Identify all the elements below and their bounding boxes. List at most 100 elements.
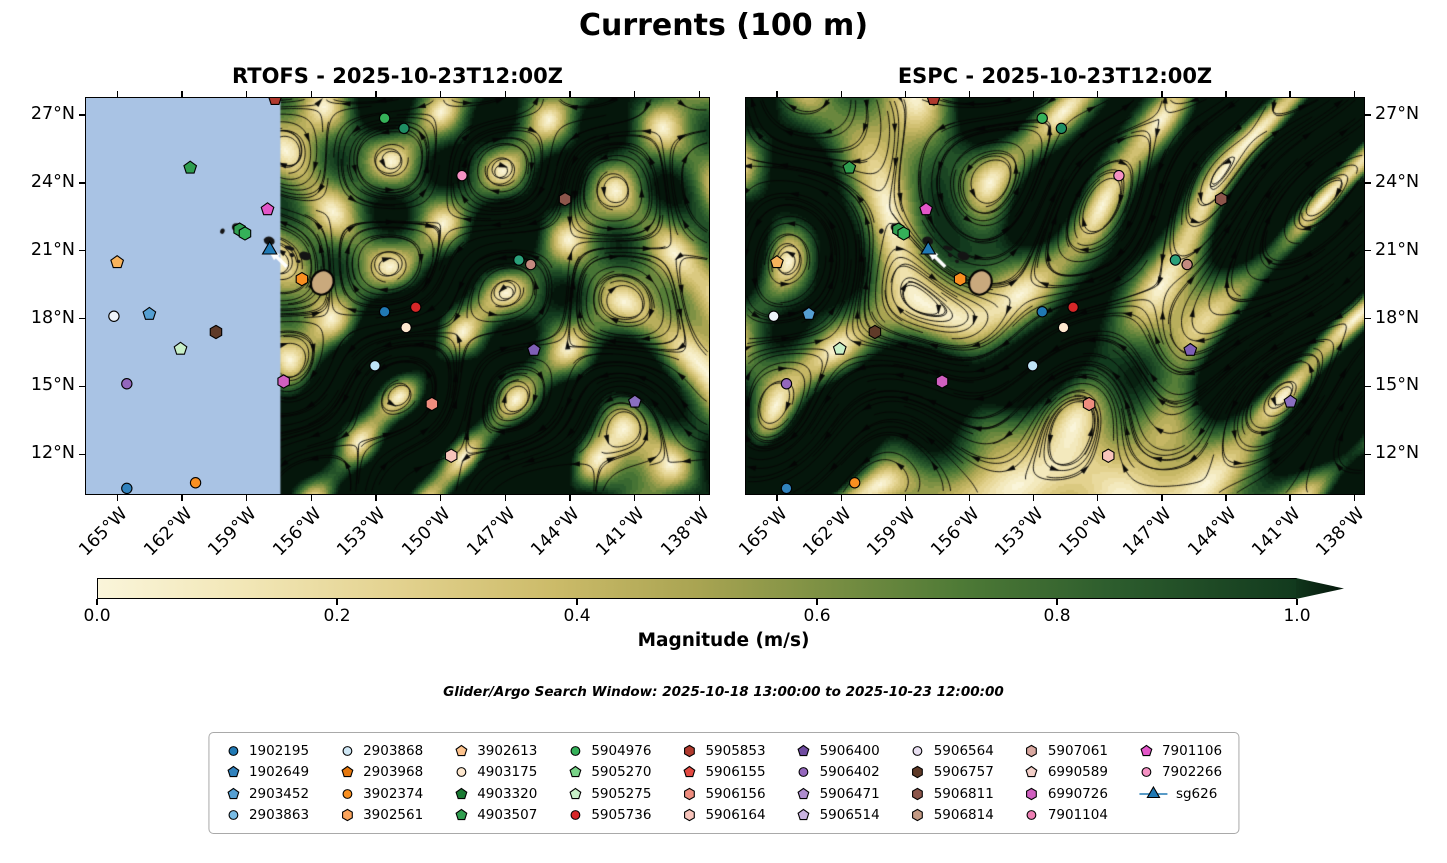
float-marker-icon — [569, 765, 582, 778]
float-marker-icon — [341, 809, 353, 822]
float-marker-icon — [1026, 744, 1038, 757]
lon-tick-label-text: 147°W — [1119, 504, 1177, 561]
colorbar-tick — [1056, 599, 1058, 605]
legend-label: 4903175 — [477, 764, 538, 781]
lon-tick-label-text: 150°W — [398, 504, 455, 561]
float-marker-icon — [797, 808, 810, 821]
legend-label: 6990726 — [1047, 785, 1108, 802]
legend-entry: 5906164 — [681, 805, 766, 827]
float-marker — [569, 787, 582, 799]
lat-tick-label: 18°N — [1375, 307, 1420, 328]
legend-label: 2903968 — [363, 764, 424, 781]
lon-tick-label-text: 165°W — [75, 504, 132, 561]
float-marker — [798, 767, 809, 778]
rtofs-panel-title: RTOFS - 2025-10-23T12:00Z — [232, 64, 563, 88]
lon-tick — [439, 495, 442, 501]
lon-tick-top — [504, 91, 506, 97]
legend-entry: 2903863 — [225, 805, 309, 827]
float-marker — [797, 787, 810, 799]
glider-marker-icon — [1138, 785, 1167, 798]
legend-entry: 5905270 — [567, 762, 651, 784]
legend-column: 5906400 5906402 5906471 5906514 — [796, 740, 880, 826]
lon-tick-top — [181, 91, 183, 97]
legend-label: 5906402 — [819, 764, 880, 781]
figure-title: Currents (100 m) — [578, 8, 869, 43]
legend-column: 2903868 2903968 3902374 3902561 — [339, 740, 423, 826]
legend-entry: 3902613 — [453, 740, 537, 762]
lon-tick-top — [375, 91, 377, 97]
float-marker-icon — [912, 787, 924, 800]
float-marker-icon — [684, 787, 695, 800]
legend-label: 5905275 — [591, 785, 652, 802]
float-marker — [342, 788, 352, 799]
lon-tick-top — [1225, 91, 1227, 97]
float-marker-icon — [797, 787, 810, 799]
legend-label: 5906155 — [705, 764, 766, 781]
colorbar-label: Magnitude (m/s) — [637, 630, 810, 651]
float-marker-icon — [1026, 810, 1037, 821]
legend-label: 3902561 — [363, 807, 424, 824]
lon-tick-top — [633, 91, 636, 97]
colorbar-tick — [816, 599, 818, 605]
float-marker-icon — [912, 809, 924, 822]
lon-tick-top — [569, 91, 571, 97]
float-marker — [912, 766, 924, 779]
float-marker — [684, 787, 695, 800]
legend-label: 5906514 — [819, 807, 880, 824]
float-marker — [455, 808, 468, 821]
lon-tick — [1161, 495, 1163, 501]
float-marker-icon — [1026, 787, 1038, 800]
legend-label: 5906757 — [933, 764, 994, 781]
float-marker-icon — [912, 745, 923, 756]
espc-map-panel — [745, 97, 1365, 495]
colorbar-tick-label: 0.2 — [323, 606, 351, 626]
lat-tick-label: 24°N — [1375, 171, 1420, 192]
lat-tick — [1365, 385, 1371, 388]
lon-tick-top — [968, 91, 971, 97]
float-marker-icon — [228, 745, 238, 756]
lon-tick-label-text: 144°W — [1183, 504, 1241, 561]
legend-column: 7901106 7902266 sg626 — [1138, 740, 1222, 826]
lon-tick-top — [116, 91, 119, 97]
lon-tick — [181, 495, 183, 501]
legend-entry: 6990589 — [1024, 762, 1108, 784]
legend-label: 5905853 — [705, 742, 766, 759]
lon-tick-top — [1289, 91, 1291, 97]
legend-label: 1902195 — [248, 742, 310, 759]
lon-tick-top — [698, 91, 700, 97]
float-marker-icon — [683, 765, 696, 778]
lon-tick-label-text: 153°W — [333, 504, 391, 561]
platform-legend: 1902195 1902649 2903452 2903863 2903868 29039… — [207, 732, 1240, 834]
float-marker-icon — [342, 788, 352, 799]
lon-tick-top — [1161, 91, 1163, 97]
legend-label: 5906156 — [705, 785, 766, 802]
legend-label: 4903507 — [477, 807, 538, 824]
float-marker-icon — [798, 767, 809, 778]
lat-tick — [1365, 182, 1371, 184]
legend-column: 5905853 5906155 5906156 5906164 — [681, 740, 766, 827]
legend-entry: 5906514 — [796, 805, 880, 827]
float-marker-icon — [684, 744, 695, 757]
lat-tick-label: 12°N — [30, 443, 75, 464]
float-marker — [912, 745, 923, 756]
legend-label: 2903452 — [248, 785, 310, 802]
float-marker — [684, 809, 695, 822]
colorbar-tick-label: 1.0 — [1283, 606, 1311, 626]
lon-tick-label-text: 138°W — [657, 504, 714, 561]
float-marker-icon — [912, 766, 924, 779]
search-window-note: Glider/Argo Search Window: 2025-10-18 13… — [443, 684, 1004, 700]
float-marker — [1139, 744, 1152, 756]
lat-tick-label: 24°N — [30, 171, 75, 192]
float-marker — [1026, 787, 1038, 800]
float-marker — [1141, 767, 1151, 778]
float-marker — [226, 787, 239, 799]
lon-tick — [1097, 495, 1099, 501]
float-marker-icon — [797, 744, 810, 756]
float-marker-icon — [570, 745, 581, 756]
float-marker — [342, 745, 352, 756]
lat-tick — [79, 182, 85, 184]
legend-label: 2903863 — [248, 807, 310, 824]
lon-tick — [375, 495, 377, 501]
legend-label: 5904976 — [591, 742, 652, 759]
